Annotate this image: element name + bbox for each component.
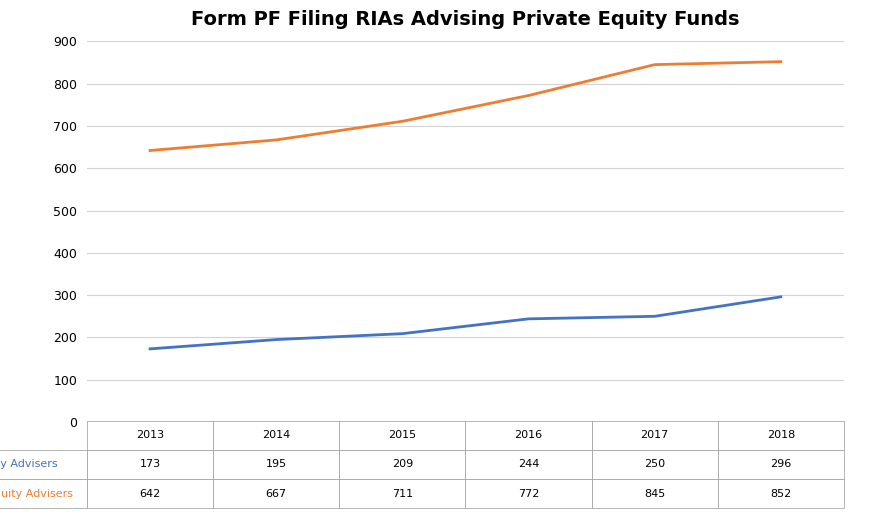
Line: Mid-Size Private Equity Advisers: Mid-Size Private Equity Advisers	[150, 62, 780, 150]
Large Private Equity Advisers	[649, 313, 660, 320]
Mid-Size Private Equity Advisers	[397, 118, 408, 125]
Large Private Equity Advisers	[397, 330, 408, 337]
Large Private Equity Advisers	[775, 294, 786, 300]
Large Private Equity Advisers	[523, 316, 534, 322]
Mid-Size Private Equity Advisers	[145, 147, 156, 154]
Mid-Size Private Equity Advisers	[775, 58, 786, 65]
Large Private Equity Advisers	[271, 337, 282, 343]
Title: Form PF Filing RIAs Advising Private Equity Funds: Form PF Filing RIAs Advising Private Equ…	[191, 10, 739, 28]
Mid-Size Private Equity Advisers	[523, 93, 534, 99]
Mid-Size Private Equity Advisers	[271, 137, 282, 143]
Large Private Equity Advisers	[145, 346, 156, 352]
Line: Large Private Equity Advisers: Large Private Equity Advisers	[150, 297, 780, 349]
Mid-Size Private Equity Advisers	[649, 62, 660, 68]
